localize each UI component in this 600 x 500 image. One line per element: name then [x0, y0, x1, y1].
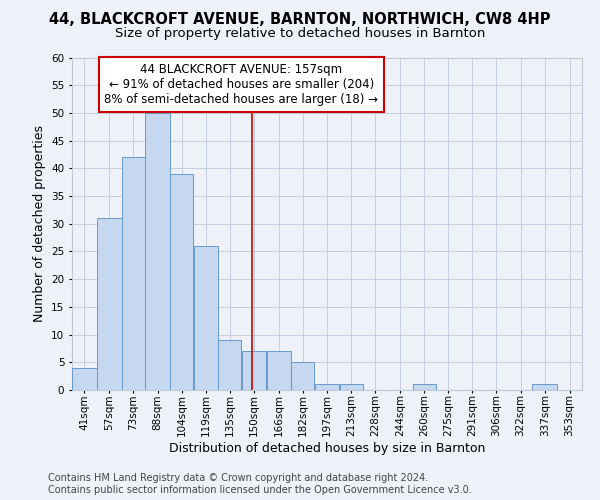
Text: 44 BLACKCROFT AVENUE: 157sqm
← 91% of detached houses are smaller (204)
8% of se: 44 BLACKCROFT AVENUE: 157sqm ← 91% of de…: [104, 63, 379, 106]
Text: Size of property relative to detached houses in Barnton: Size of property relative to detached ho…: [115, 28, 485, 40]
Bar: [218, 340, 241, 390]
Y-axis label: Number of detached properties: Number of detached properties: [32, 125, 46, 322]
Bar: [413, 384, 436, 390]
Bar: [145, 113, 170, 390]
Bar: [194, 246, 218, 390]
Bar: [97, 218, 122, 390]
Bar: [242, 351, 266, 390]
Text: Contains HM Land Registry data © Crown copyright and database right 2024.
Contai: Contains HM Land Registry data © Crown c…: [48, 474, 472, 495]
Bar: [266, 351, 291, 390]
X-axis label: Distribution of detached houses by size in Barnton: Distribution of detached houses by size …: [169, 442, 485, 455]
Bar: [72, 368, 97, 390]
Bar: [315, 384, 339, 390]
Bar: [340, 384, 362, 390]
Text: 44, BLACKCROFT AVENUE, BARNTON, NORTHWICH, CW8 4HP: 44, BLACKCROFT AVENUE, BARNTON, NORTHWIC…: [49, 12, 551, 28]
Bar: [292, 362, 314, 390]
Bar: [122, 157, 145, 390]
Bar: [532, 384, 557, 390]
Bar: [170, 174, 193, 390]
